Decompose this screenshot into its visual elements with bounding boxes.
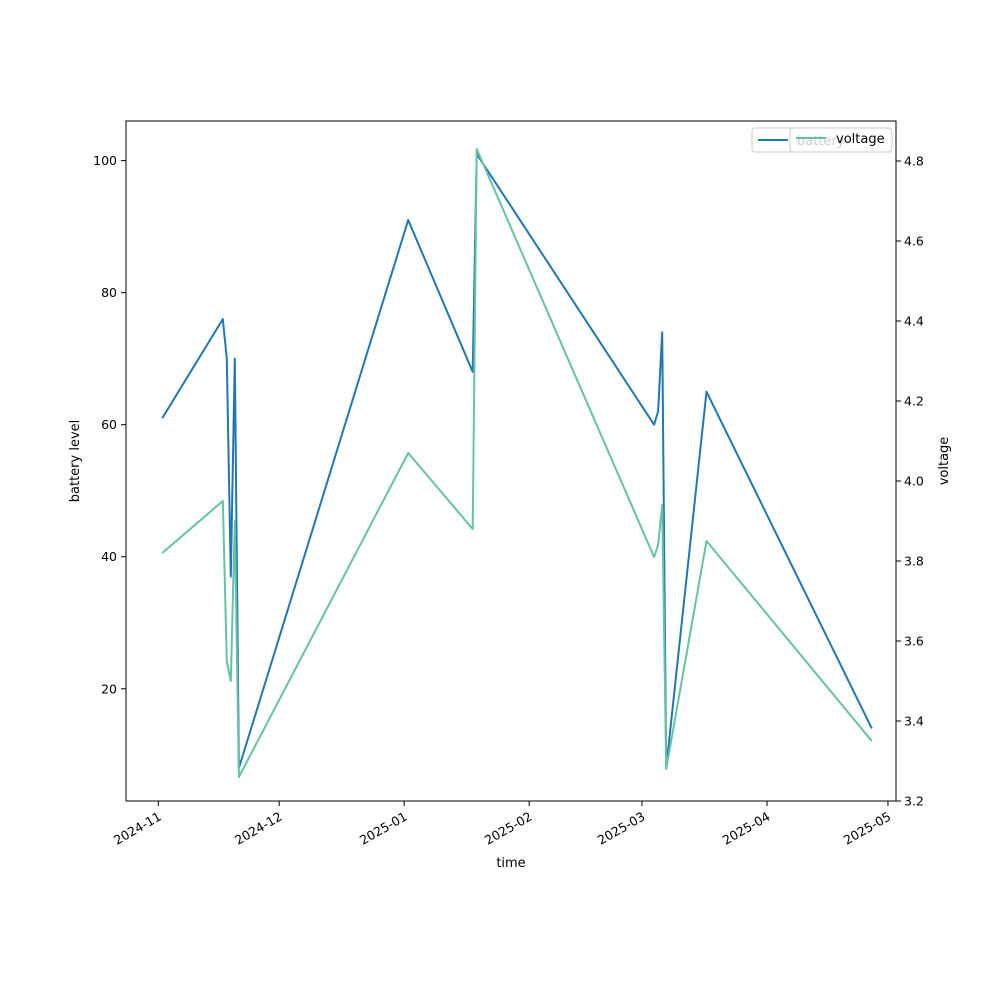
y-right-tick-label: 3.2 — [904, 794, 924, 809]
x-tick-label: 2025-01 — [357, 809, 410, 848]
y-left-tick-label: 20 — [101, 681, 117, 696]
x-tick-label: 2024-11 — [111, 809, 164, 848]
x-tick-label: 2025-04 — [720, 809, 773, 848]
y-right-tick-label: 3.6 — [904, 634, 924, 649]
plot-area-frame — [125, 120, 897, 802]
y-right-tick-label: 3.4 — [904, 714, 924, 729]
x-tick-label: 2025-05 — [841, 809, 894, 848]
x-axis: 2024-11 2024-12 2025-01 2025-02 2025-03 2025-… — [111, 801, 893, 848]
y-right-tick-label: 4.8 — [904, 154, 924, 169]
y-axis-right: 3.2 3.4 3.6 3.8 4.0 4.2 4.4 4.6 4.8 — [896, 154, 924, 809]
y-right-tick-label: 3.8 — [904, 554, 924, 569]
y-axis-left-label: battery level — [68, 420, 83, 503]
y-right-tick-label: 4.0 — [904, 474, 924, 489]
x-tick-label: 2025-03 — [595, 809, 648, 848]
legend-voltage: voltage — [789, 127, 893, 153]
legend-voltage-label: voltage — [836, 132, 885, 147]
series-line-voltage — [161, 148, 873, 778]
y-right-tick-label: 4.6 — [904, 234, 924, 249]
y-left-tick-label: 60 — [101, 417, 117, 432]
y-right-tick-label: 4.4 — [904, 314, 924, 329]
x-axis-label: time — [496, 856, 525, 871]
y-left-tick-label: 40 — [101, 549, 117, 564]
x-tick-label: 2024-12 — [232, 809, 285, 848]
x-tick-label: 2025-02 — [482, 809, 535, 848]
y-left-tick-label: 80 — [101, 285, 117, 300]
series-line-battery — [161, 153, 873, 769]
y-left-tick-label: 100 — [93, 153, 117, 168]
legend-voltage-box — [789, 127, 893, 153]
y-right-tick-label: 4.2 — [904, 394, 924, 409]
plot-lines — [161, 148, 873, 778]
y-axis-left: 20 40 60 80 100 — [93, 153, 126, 696]
y-axis-right-label: voltage — [937, 437, 952, 486]
